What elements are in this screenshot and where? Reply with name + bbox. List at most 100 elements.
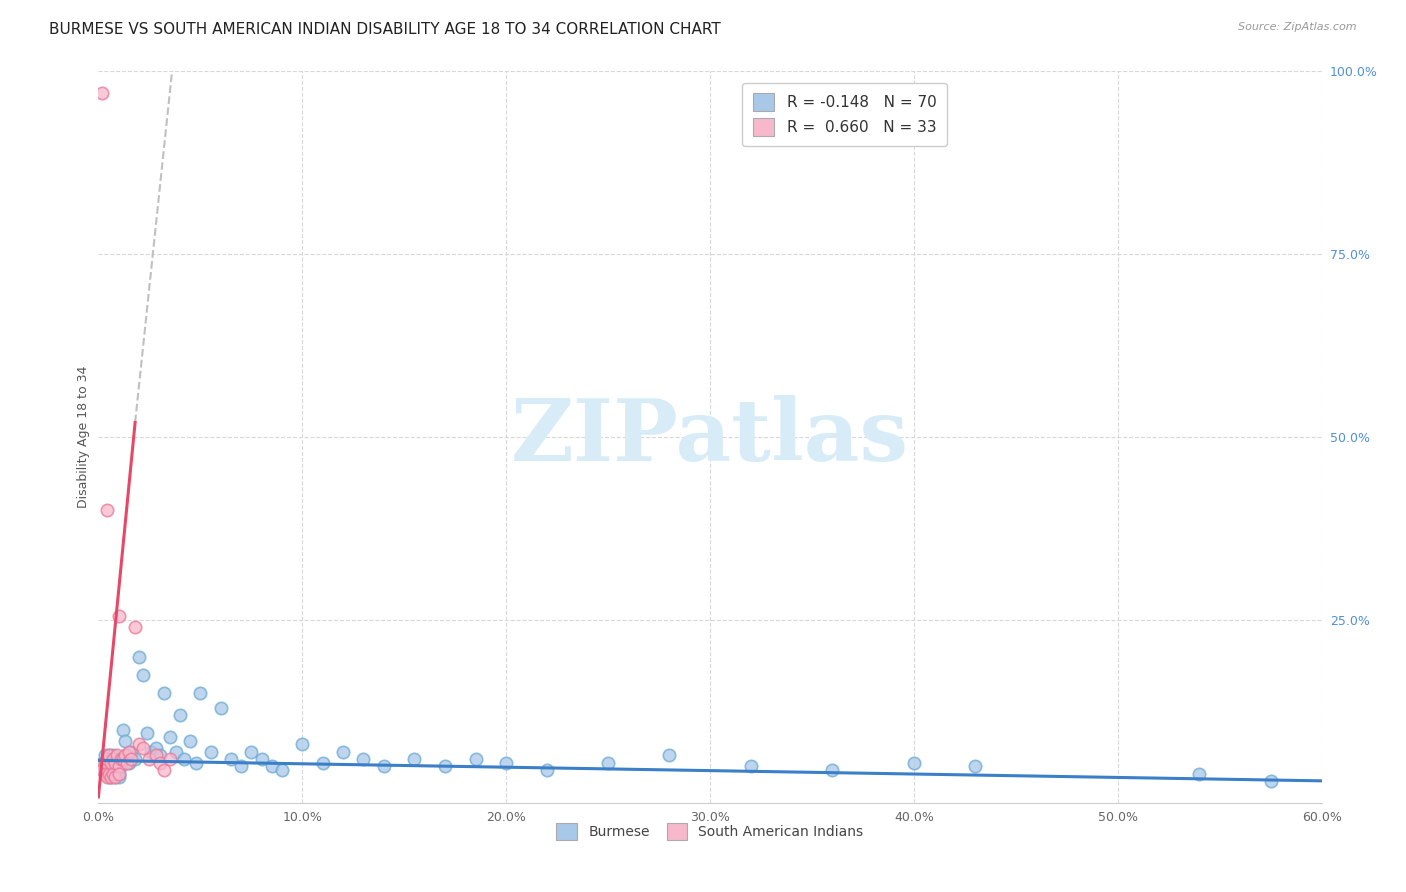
Point	[145, 740, 167, 755]
Point	[100, 770, 122, 784]
Point	[965, 759, 987, 773]
Point	[108, 770, 131, 784]
Text: Source: ZipAtlas.com: Source: ZipAtlas.com	[1239, 22, 1357, 32]
Point	[128, 737, 150, 751]
Point	[100, 770, 122, 784]
Point	[105, 763, 128, 777]
Point	[260, 759, 283, 773]
Point	[231, 759, 253, 773]
Point	[96, 503, 118, 517]
Point	[124, 752, 146, 766]
Point	[352, 752, 374, 766]
Point	[105, 748, 128, 763]
Point	[91, 756, 114, 770]
Point	[91, 763, 114, 777]
Point	[149, 748, 172, 763]
Point	[110, 759, 132, 773]
Point	[96, 752, 118, 766]
Point	[1260, 773, 1282, 788]
Text: ZIPatlas: ZIPatlas	[510, 395, 910, 479]
Point	[209, 700, 232, 714]
Point	[124, 620, 146, 634]
Point	[132, 740, 155, 755]
Point	[104, 770, 127, 784]
Point	[93, 763, 115, 777]
Point	[536, 763, 558, 777]
Point	[159, 752, 181, 766]
Point	[434, 759, 457, 773]
Point	[111, 752, 134, 766]
Point	[97, 748, 120, 763]
Point	[740, 759, 762, 773]
Point	[100, 756, 122, 770]
Point	[97, 770, 120, 784]
Point	[101, 756, 124, 770]
Point	[312, 756, 335, 770]
Point	[270, 763, 294, 777]
Point	[111, 752, 134, 766]
Point	[128, 649, 150, 664]
Point	[101, 766, 124, 780]
Point	[159, 730, 181, 744]
Point	[200, 745, 222, 759]
Point	[332, 745, 354, 759]
Point	[169, 708, 191, 723]
Point	[101, 748, 124, 763]
Point	[105, 756, 128, 770]
Point	[598, 756, 620, 770]
Point	[173, 752, 195, 766]
Point	[100, 763, 122, 777]
Point	[291, 737, 314, 751]
Point	[91, 87, 114, 101]
Point	[97, 766, 120, 780]
Point	[97, 759, 120, 773]
Point	[115, 756, 138, 770]
Point	[1188, 766, 1211, 780]
Point	[903, 756, 925, 770]
Point	[152, 763, 174, 777]
Point	[104, 752, 127, 766]
Point	[114, 748, 136, 763]
Point	[120, 752, 142, 766]
Point	[149, 756, 172, 770]
Point	[658, 748, 681, 763]
Point	[115, 748, 138, 763]
Point	[104, 759, 127, 773]
Point	[104, 770, 127, 784]
Point	[188, 686, 212, 700]
Point	[108, 766, 131, 780]
Point	[136, 726, 159, 740]
Point	[114, 733, 136, 747]
Point	[96, 752, 118, 766]
Legend: Burmese, South American Indians: Burmese, South American Indians	[546, 812, 875, 851]
Point	[101, 752, 124, 766]
Point	[118, 745, 141, 759]
Point	[110, 752, 132, 766]
Point	[120, 745, 142, 759]
Point	[152, 686, 174, 700]
Point	[186, 756, 208, 770]
Point	[93, 766, 115, 780]
Point	[96, 766, 118, 780]
Y-axis label: Disability Age 18 to 34: Disability Age 18 to 34	[77, 366, 90, 508]
Point	[108, 609, 131, 624]
Point	[240, 745, 263, 759]
Text: BURMESE VS SOUTH AMERICAN INDIAN DISABILITY AGE 18 TO 34 CORRELATION CHART: BURMESE VS SOUTH AMERICAN INDIAN DISABIL…	[49, 22, 721, 37]
Point	[93, 756, 115, 770]
Point	[138, 752, 160, 766]
Point	[219, 752, 242, 766]
Point	[495, 756, 517, 770]
Point	[145, 748, 167, 763]
Point	[373, 759, 395, 773]
Point	[141, 745, 163, 759]
Point	[132, 667, 155, 681]
Point	[464, 752, 486, 766]
Point	[108, 759, 131, 773]
Point	[97, 748, 120, 763]
Point	[100, 752, 122, 766]
Point	[104, 756, 127, 770]
Point	[108, 766, 131, 780]
Point	[101, 766, 124, 780]
Point	[111, 723, 134, 737]
Point	[93, 748, 115, 763]
